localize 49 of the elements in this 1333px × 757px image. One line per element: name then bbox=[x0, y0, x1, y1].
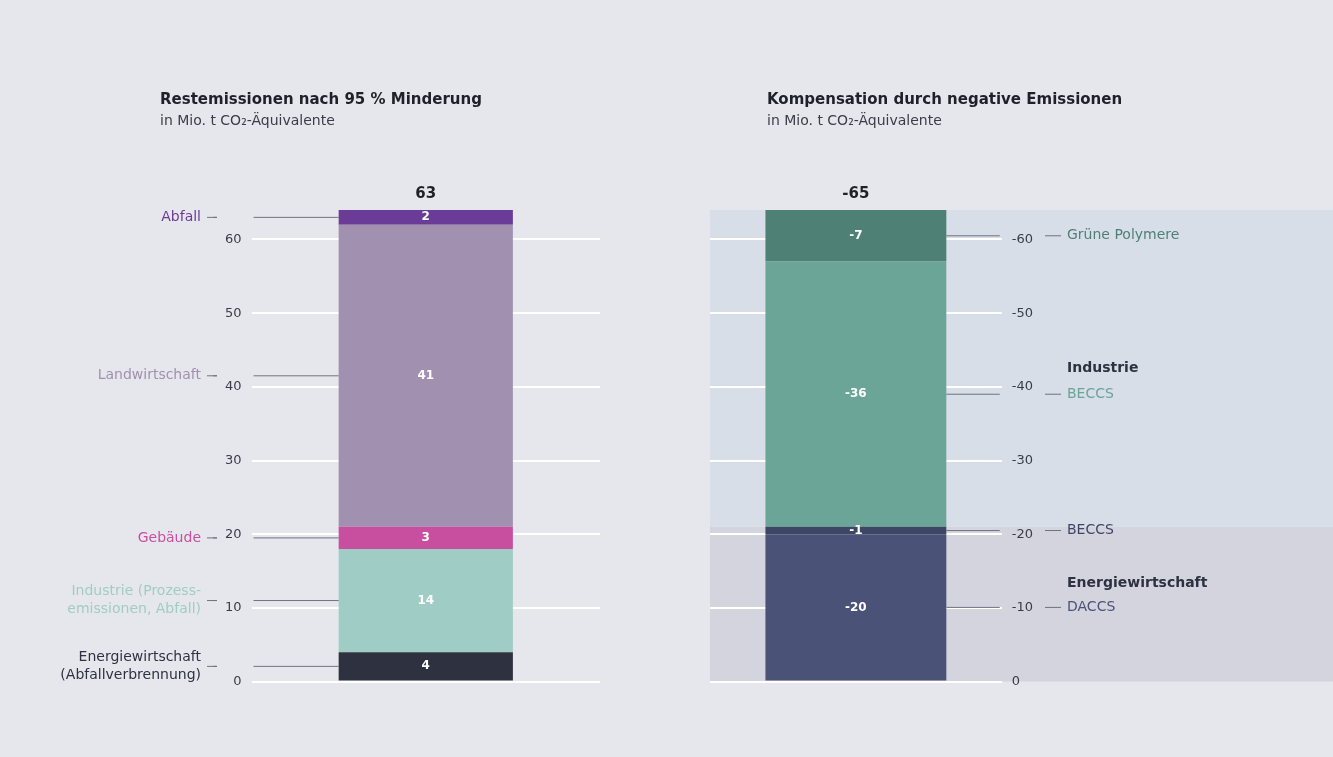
text: Industrie (Prozess-emissionen, Abfall) bbox=[67, 582, 201, 617]
text: BECCS bbox=[1067, 384, 1114, 401]
y-tick-label: -50 bbox=[1011, 304, 1033, 320]
data-label: -7 bbox=[849, 227, 863, 242]
band-label: Energiewirtschaft bbox=[1067, 574, 1208, 591]
data-label: -36 bbox=[845, 386, 867, 401]
bar bbox=[338, 224, 513, 527]
y-tick-label: -10 bbox=[1011, 599, 1033, 615]
y-tick-label: 20 bbox=[225, 525, 242, 541]
text: DACCS bbox=[1067, 598, 1116, 615]
data-label: -20 bbox=[845, 599, 867, 614]
bar bbox=[765, 261, 947, 527]
data-label: 14 bbox=[417, 592, 435, 607]
y-tick-label: 60 bbox=[225, 230, 242, 246]
text: Grüne Polymere bbox=[1067, 226, 1180, 243]
total-label: 63 bbox=[415, 184, 437, 203]
bar bbox=[338, 210, 513, 225]
text: Energiewirtschaft (Abfallverbrennung) bbox=[60, 648, 202, 682]
chart-subtitle: in Mio. t CO₂-Äquivalente bbox=[767, 112, 943, 128]
data-label: -1 bbox=[849, 522, 863, 537]
chart-title: Kompensation durch negative Emissionen bbox=[767, 90, 1123, 108]
bar bbox=[765, 210, 947, 262]
band-label: Industrie bbox=[1067, 359, 1139, 376]
data-label: 41 bbox=[417, 367, 435, 382]
y-tick-label: -60 bbox=[1011, 230, 1033, 246]
bar bbox=[338, 548, 513, 653]
y-tick-label: 40 bbox=[225, 378, 242, 394]
data-label: 3 bbox=[421, 530, 430, 545]
y-tick-label: -30 bbox=[1011, 451, 1033, 467]
text: Landwirtschaft bbox=[97, 366, 202, 383]
y-tick-label: 30 bbox=[225, 451, 242, 467]
chart-subtitle: in Mio. t CO₂-Äquivalente bbox=[160, 112, 336, 128]
bar bbox=[765, 526, 947, 535]
total-label: -65 bbox=[842, 184, 870, 203]
y-tick-label: -20 bbox=[1011, 525, 1033, 541]
bar bbox=[338, 526, 513, 549]
bar bbox=[338, 652, 513, 681]
y-tick-label: 50 bbox=[225, 304, 242, 320]
text: Gebäude bbox=[137, 528, 201, 545]
y-tick-label: -40 bbox=[1011, 378, 1033, 394]
data-label: 4 bbox=[421, 658, 430, 673]
y-tick-label: 10 bbox=[225, 599, 242, 615]
bar bbox=[765, 534, 947, 681]
chart-title: Restemissionen nach 95 % Minderung bbox=[160, 90, 482, 108]
y-tick-label: 0 bbox=[1011, 672, 1021, 688]
y-tick-label: 0 bbox=[233, 672, 242, 688]
text: Abfall bbox=[161, 208, 201, 225]
data-label: 2 bbox=[421, 209, 430, 224]
text: BECCS bbox=[1067, 521, 1114, 538]
